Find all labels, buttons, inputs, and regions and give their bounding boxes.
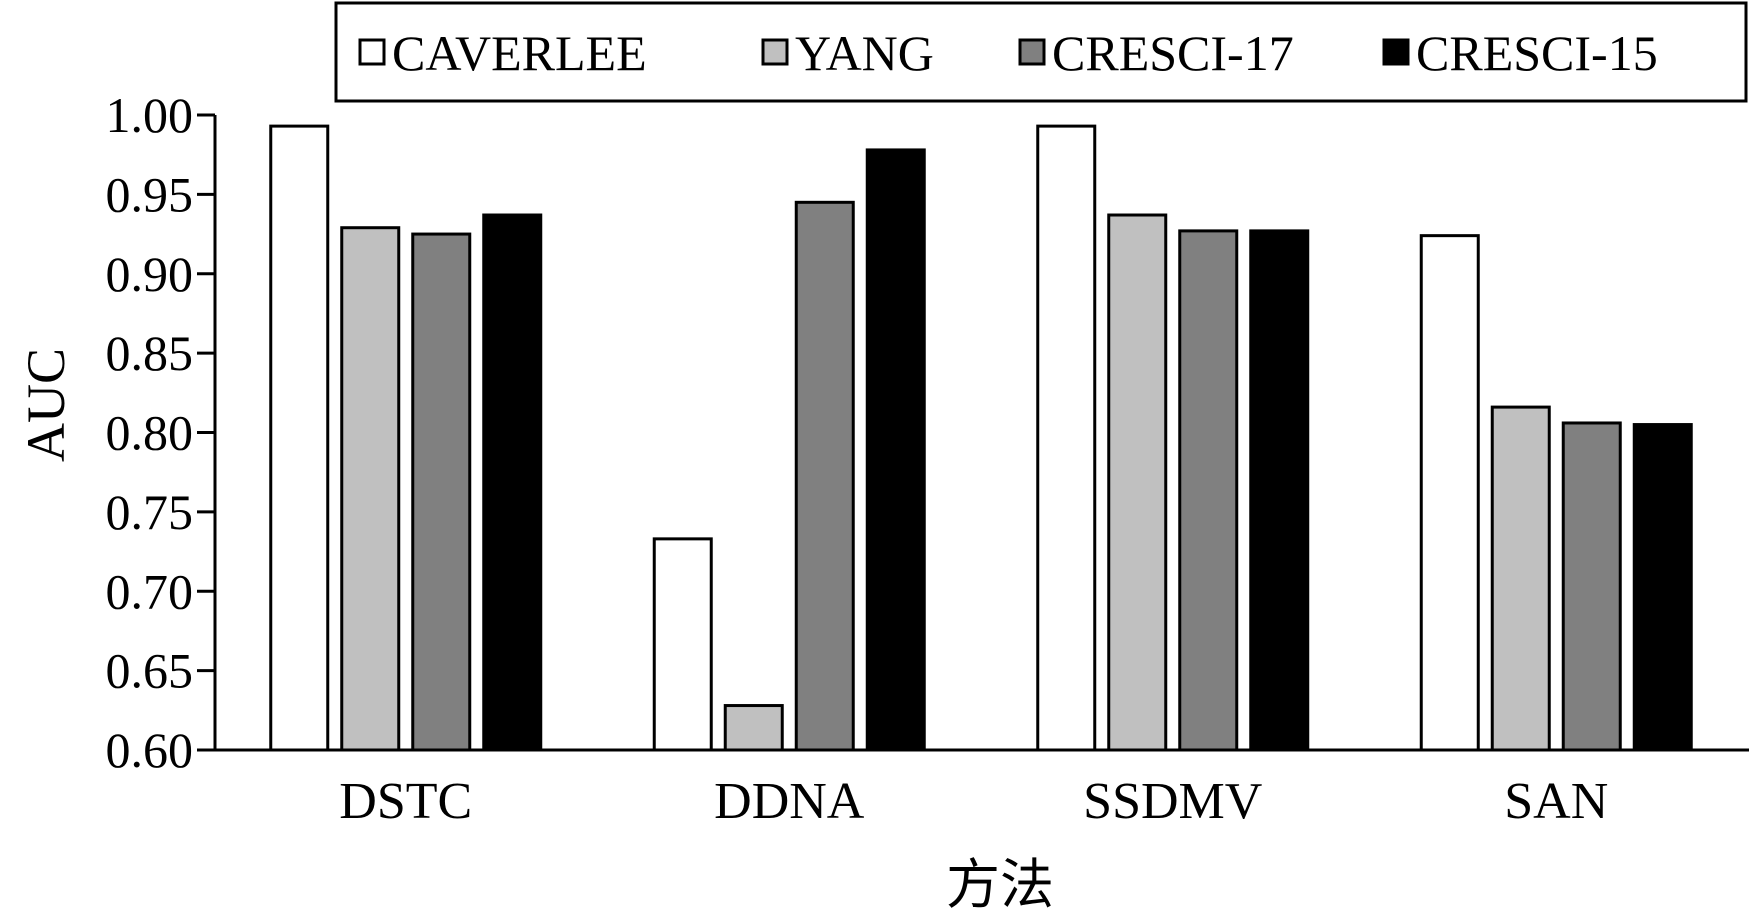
y-tick-label: 0.65 <box>106 643 194 699</box>
y-tick-label: 0.75 <box>106 484 194 540</box>
legend-label-cresci-15: CRESCI-15 <box>1416 25 1658 81</box>
bars <box>269 124 1693 752</box>
bar-cresci-17-ddna <box>794 200 855 752</box>
y-tick-label: 0.70 <box>106 563 194 619</box>
y-tick-label: 0.85 <box>106 325 194 381</box>
bar-caverlee-san <box>1419 234 1480 752</box>
legend-label-cresci-17: CRESCI-17 <box>1052 25 1294 81</box>
bar-yang-ssdmv <box>1107 213 1168 752</box>
x-tick-label: SSDMV <box>1083 773 1262 830</box>
bar-cresci-15-dstc <box>482 213 543 752</box>
y-tick-label: 0.90 <box>106 246 194 302</box>
bar-yang-ddna <box>723 704 784 752</box>
legend-swatch-cresci-15 <box>1382 38 1410 66</box>
y-axis-title: AUC <box>16 348 76 462</box>
y-tick-label: 1.00 <box>106 87 194 143</box>
x-tick-label: DSTC <box>339 773 472 830</box>
legend: CAVERLEE YANG CRESCI-17 CRESCI-15 <box>334 1 1748 103</box>
bar-yang-dstc <box>340 226 401 752</box>
legend-label-caverlee: CAVERLEE <box>392 25 647 81</box>
bar-cresci-15-ddna <box>865 148 926 752</box>
legend-label-yang: YANG <box>795 25 934 81</box>
x-tick-label: SAN <box>1504 773 1608 830</box>
bar-cresci-17-ssdmv <box>1178 229 1239 752</box>
legend-swatch-cresci-17 <box>1018 38 1046 66</box>
bar-cresci-17-san <box>1561 421 1622 752</box>
y-tick-label: 0.95 <box>106 166 194 222</box>
x-axis-title: 方法 <box>946 855 1054 915</box>
y-tick-label: 0.80 <box>106 405 194 461</box>
y-ticks: 0.60 0.65 0.70 0.75 0.80 0.85 0.90 0.95 1.00 <box>106 87 215 778</box>
bar-yang-san <box>1490 405 1551 752</box>
bar-caverlee-ddna <box>652 537 713 752</box>
bar-cresci-15-san <box>1632 423 1693 752</box>
y-tick-label: 0.60 <box>106 722 194 778</box>
x-tick-label: DDNA <box>714 773 865 830</box>
bar-caverlee-ssdmv <box>1036 124 1097 752</box>
x-tick-labels: DSTC DDNA SSDMV SAN <box>339 773 1608 830</box>
legend-swatch-yang <box>761 38 789 66</box>
legend-swatch-caverlee <box>358 38 386 66</box>
bar-caverlee-dstc <box>269 124 330 752</box>
bar-cresci-15-ssdmv <box>1249 229 1310 752</box>
bar-cresci-17-dstc <box>411 232 472 752</box>
